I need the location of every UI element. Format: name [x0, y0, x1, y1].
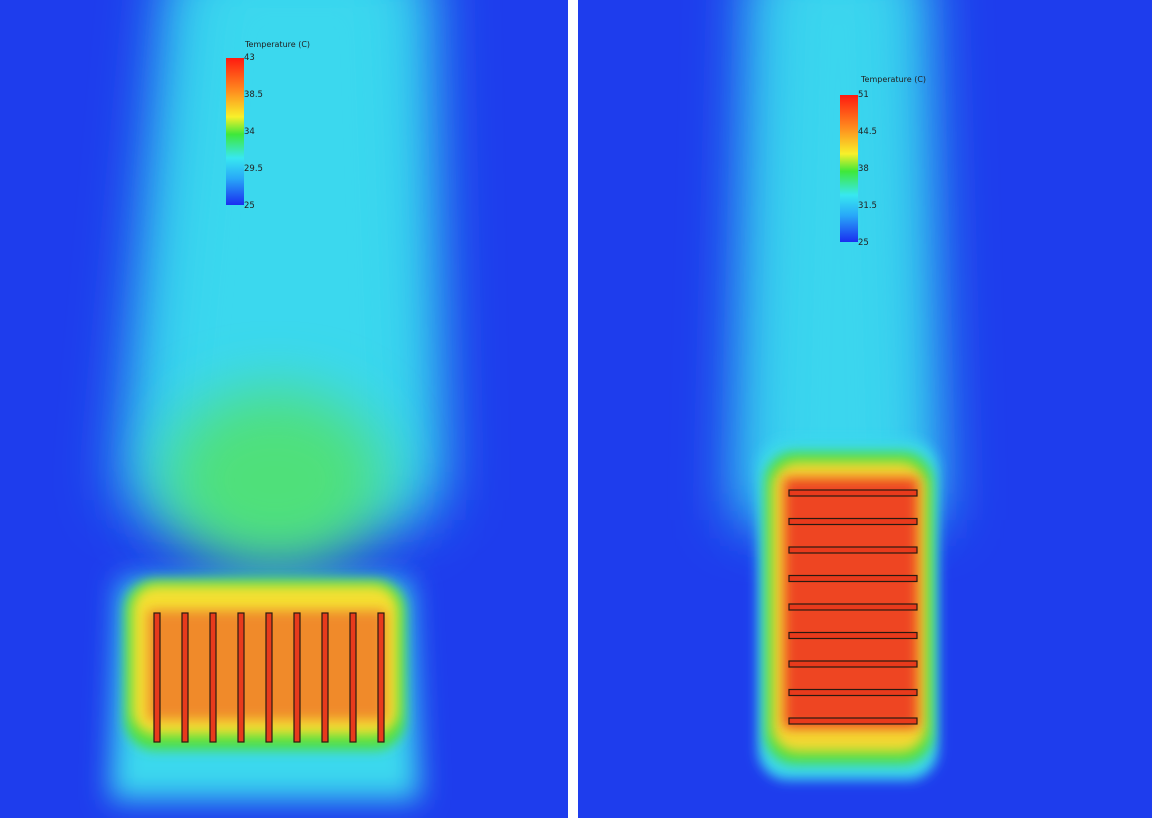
- heat-sink-fin: [293, 612, 301, 743]
- legend-tick: 38: [858, 164, 869, 174]
- legend-tick: 44.5: [858, 127, 877, 137]
- legend-tick: 51: [858, 90, 869, 100]
- right-temperature-field: [733, 0, 943, 780]
- legend-tick: 25: [244, 201, 255, 211]
- heat-sink-fin: [377, 612, 385, 743]
- heat-sink-fin: [349, 612, 357, 743]
- legend-title: Temperature (C): [861, 75, 927, 84]
- heat-sink-fin: [788, 660, 918, 668]
- heat-sink-fin: [788, 574, 918, 583]
- legend-title: Temperature (C): [245, 40, 311, 49]
- color-scale-bar: [226, 58, 244, 205]
- legend-tick: 34: [244, 127, 255, 137]
- legend-tick: 43: [244, 53, 255, 63]
- heat-sink-fin: [788, 603, 918, 611]
- legend-tick: 25: [858, 238, 869, 248]
- heat-sink-fin: [788, 688, 918, 697]
- left-simulation-panel: Temperature (C) 43 38.5 34 29.5 25: [0, 0, 568, 818]
- heat-sink-fin: [265, 612, 273, 743]
- vertical-fins: [153, 612, 385, 743]
- horizontal-fins: [788, 489, 918, 725]
- heat-sink-fin: [209, 612, 217, 743]
- color-scale-bar: [840, 95, 858, 242]
- legend-tick: 29.5: [244, 164, 263, 174]
- heat-sink-fin: [237, 612, 245, 743]
- plume-core: [763, 0, 913, 520]
- heat-sink-fin: [788, 489, 918, 497]
- legend-tick: 38.5: [244, 90, 263, 100]
- legend-tick: 31.5: [858, 201, 877, 211]
- heat-sink-fin: [788, 631, 918, 640]
- heat-sink-fin: [153, 612, 161, 743]
- plume-core: [150, 0, 420, 520]
- left-temperature-field: [110, 0, 440, 800]
- right-simulation-panel: Temperature (C) 51 44.5 38 31.5 25: [578, 0, 1152, 818]
- heat-sink-fin: [788, 517, 918, 526]
- heat-sink-fin: [321, 612, 329, 743]
- heat-sink-fin: [181, 612, 189, 743]
- warm-region: [165, 390, 385, 570]
- heat-sink-fin: [788, 717, 918, 725]
- heat-sink-fin: [788, 546, 918, 554]
